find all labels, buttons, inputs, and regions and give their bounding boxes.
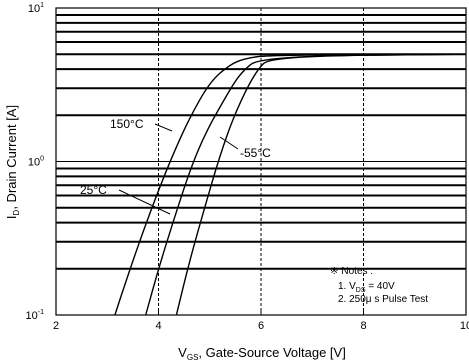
y-axis-label: ID, Drain Current [A] <box>4 105 21 219</box>
tick-labels: 2 4 6 8 10 10-1 100 101 <box>26 2 469 332</box>
note-2: 2. 250μ s Pulse Test <box>338 294 428 305</box>
series-line-2 <box>175 53 467 316</box>
x-tick-label: 8 <box>360 320 366 332</box>
series-line-1 <box>145 53 467 316</box>
label-25c: 25°C <box>80 183 107 197</box>
series-line-0 <box>114 53 467 316</box>
x-tick-label: 4 <box>155 320 161 332</box>
curve-labels: 150°C 25°C -55°C <box>80 117 271 215</box>
label-150c-leader <box>154 123 173 132</box>
note-1: 1. VDS = 40V <box>338 281 395 294</box>
x-axis-label: VGS, Gate-Source Voltage [V] <box>178 345 346 362</box>
label-25c-leader <box>118 189 171 215</box>
y-tick-label: 100 <box>28 156 44 169</box>
label-150c: 150°C <box>110 117 144 131</box>
x-tick-label: 6 <box>258 320 264 332</box>
curves <box>114 53 467 316</box>
y-tick-label: 101 <box>28 2 44 15</box>
y-tick-label: 10-1 <box>26 309 45 322</box>
label-m55c: -55°C <box>240 146 271 160</box>
notes-title: ※ Notes : <box>330 266 373 277</box>
notes: ※ Notes : 1. VDS = 40V 2. 250μ s Pulse Te… <box>330 266 428 305</box>
x-tick-label: 2 <box>53 320 59 332</box>
label-m55c-leader <box>219 136 239 150</box>
x-tick-label: 10 <box>460 320 469 332</box>
